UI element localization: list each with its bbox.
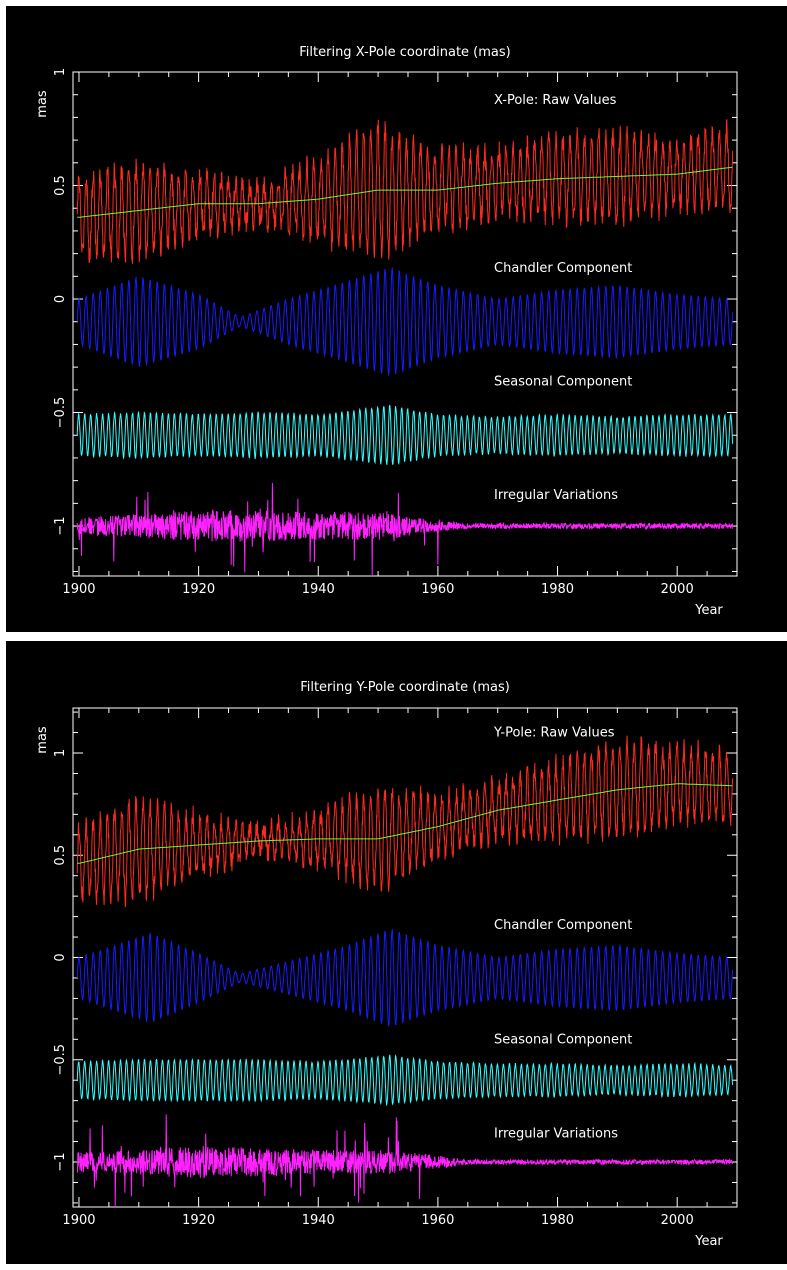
x-pole-series-3-label: Seasonal Component [494, 374, 632, 389]
y-pole-series-3-label: Seasonal Component [494, 1032, 632, 1047]
y-pole-series-1-label: Y-Pole: Raw Values [493, 726, 615, 741]
x-pole-chart-title: Filtering X-Pole coordinate (mas) [299, 45, 510, 60]
x-tick-label: 1980 [541, 582, 574, 597]
y-tick-label: 0 [53, 953, 68, 961]
x-tick-label: 1900 [62, 1213, 95, 1228]
x-pole-chart: Filtering X-Pole coordinate (mas) 1900 192… [35, 45, 738, 618]
y-pole-series-1-line [76, 735, 734, 908]
x-pole-series-3-line [76, 404, 734, 466]
x-tick-label: 1920 [182, 582, 215, 597]
x-pole-series-2-label: Chandler Component [494, 261, 632, 276]
x-pole-series-4-label: Irregular Variations [494, 488, 618, 503]
x-tick-label: 2000 [661, 582, 694, 597]
y-tick-label: 0.5 [53, 175, 68, 196]
y-pole-series-4-label: Irregular Variations [494, 1126, 618, 1141]
x-tick-label: 1920 [182, 1213, 215, 1228]
y-pole-series-3-line [76, 1054, 734, 1107]
y-tick-label: −0.5 [53, 397, 68, 429]
y-tick-label: 0.5 [53, 845, 68, 866]
y-pole-chart-panel: Filtering Y-Pole coordinate (mas) 1900 192… [6, 641, 787, 1264]
y-tick-label: 1 [53, 68, 68, 76]
y-tick-label: −0.5 [53, 1044, 68, 1076]
y-pole-chart: Filtering Y-Pole coordinate (mas) 1900 192… [35, 680, 738, 1249]
x-pole-series-4-line [76, 482, 734, 577]
y-pole-x-axis-label: Year [694, 1234, 723, 1249]
y-tick-label: −1 [53, 516, 68, 535]
x-pole-series-1-label: X-Pole: Raw Values [494, 93, 617, 108]
x-tick-label: 1940 [302, 582, 335, 597]
x-pole-x-axis-label: Year [694, 603, 723, 618]
x-tick-label: 1960 [421, 582, 454, 597]
y-pole-series-4-line [76, 1114, 734, 1208]
y-pole-series-2-label: Chandler Component [494, 918, 632, 933]
x-tick-label: 1980 [541, 1213, 574, 1228]
y-tick-label: −1 [53, 1152, 68, 1171]
x-tick-label: 2000 [661, 1213, 694, 1228]
y-pole-series-2-line [76, 928, 734, 1027]
y-pole-trend-line [77, 783, 733, 864]
x-pole-series-1-line [76, 119, 734, 264]
y-tick-label: 0 [53, 295, 68, 303]
x-pole-trend-line [77, 166, 733, 218]
y-pole-y-axis-label: mas [35, 726, 50, 754]
x-tick-label: 1900 [62, 582, 95, 597]
x-pole-series-2-line [76, 266, 734, 376]
x-pole-plot-frame [72, 71, 738, 577]
x-tick-label: 1940 [302, 1213, 335, 1228]
x-tick-label: 1960 [421, 1213, 454, 1228]
x-pole-y-axis-label: mas [35, 90, 50, 118]
y-pole-chart-title: Filtering Y-Pole coordinate (mas) [300, 680, 510, 695]
x-pole-chart-panel: Filtering X-Pole coordinate (mas) 1900 192… [6, 6, 787, 632]
y-tick-label: 1 [53, 749, 68, 757]
